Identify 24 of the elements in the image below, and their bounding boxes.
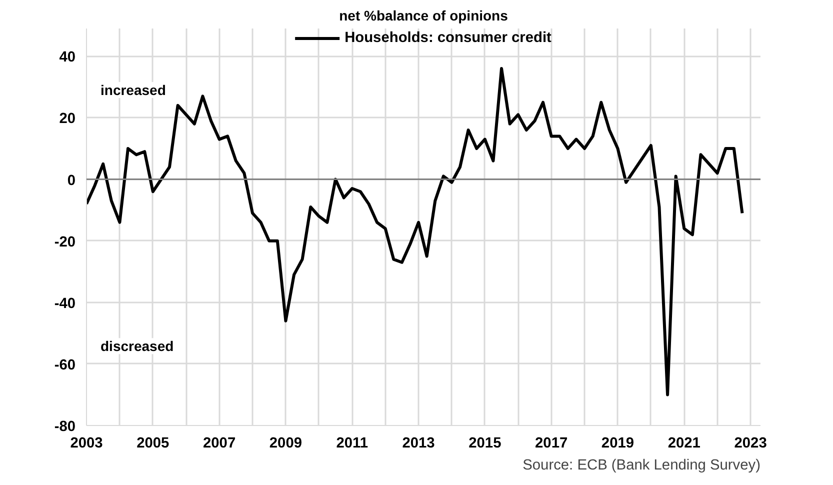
y-tick-label: -60 [54,357,76,374]
x-tick-label: 2019 [601,436,634,452]
x-tick-label: 2021 [668,436,700,452]
x-tick-label: 2003 [70,436,103,452]
y-tick-label: 40 [59,50,76,66]
y-tick-label: 20 [59,111,76,128]
line-series [86,67,744,396]
chart-title: net %balance of opinions [339,8,508,24]
x-tick-label: 2023 [734,436,767,452]
y-tick-label: -80 [54,419,76,435]
legend-label: Households: consumer credit [344,30,552,46]
source-note: Source: ECB (Bank Lending Survey) [522,458,761,474]
y-tick-label: -20 [54,234,76,250]
x-tick-label: 2005 [136,436,170,452]
annotation: discreased [100,338,174,354]
x-tick-label: 2017 [535,436,568,452]
x-tick-label: 2013 [402,436,435,452]
x-tick-label: 2011 [336,436,368,452]
x-tick-label: 2015 [468,436,502,452]
x-tick-label: 2007 [203,436,236,452]
y-tick-label: 0 [67,172,76,189]
x-tick-label: 2009 [269,436,302,452]
y-tick-label: -40 [54,296,76,312]
annotation: increased [100,82,166,98]
